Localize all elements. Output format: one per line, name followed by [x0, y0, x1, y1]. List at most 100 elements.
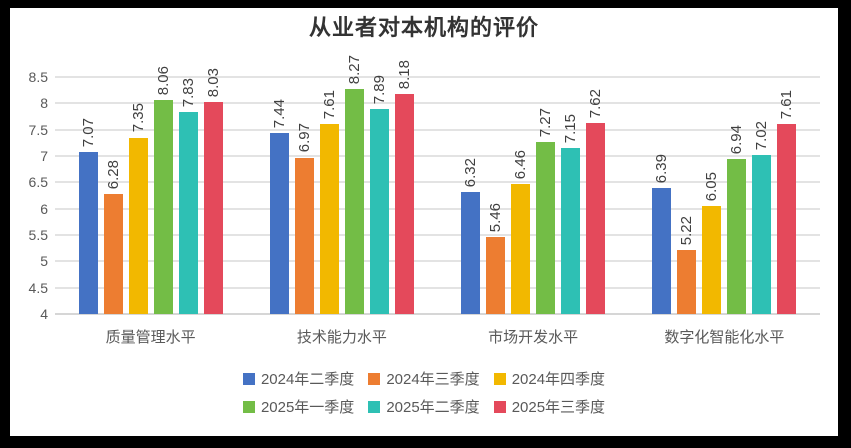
bar-group: 7.07 6.28 7.35 8.06 7.83 8.03 [55, 8, 246, 314]
bar-value-label: 7.61 [320, 89, 338, 119]
bar-value-label: 6.32 [462, 157, 480, 187]
bar-value-label: 8.06 [154, 65, 172, 96]
bar-value-label: 7.89 [370, 74, 388, 105]
legend-item: 2025年三季度 [493, 396, 606, 417]
legend-item: 2024年四季度 [493, 368, 606, 389]
bar-value-label: 7.07 [79, 118, 97, 148]
bar [153, 100, 173, 314]
bar [586, 123, 606, 314]
y-axis-tick-label: 7.5 [28, 121, 48, 138]
bar [294, 157, 314, 314]
bar [78, 152, 98, 314]
y-axis-tick-label: 6 [40, 200, 48, 217]
x-axis-category-label: 技术能力水平 [296, 329, 387, 346]
y-axis-tick-label: 7 [40, 148, 48, 164]
legend-swatch-icon [493, 372, 506, 385]
bar-value-label: 8.18 [395, 59, 413, 89]
plot-area: 4 4.5 5 5.5 6 6.5 7 7.5 8 8.5 7.07 6.28 7.35 8.06 7.8… [10, 8, 838, 436]
bar [319, 123, 339, 314]
bar-value-label: 7.15 [562, 113, 580, 144]
bar-group: 6.32 5.46 6.46 7.27 7.15 7.62 [438, 8, 629, 314]
bar [369, 109, 389, 314]
bar-value-label: 7.83 [179, 78, 197, 108]
legend-label: 2024年三季度 [386, 371, 480, 388]
bar-value-label: 8.27 [345, 54, 363, 85]
bar-value-label: 7.62 [587, 89, 605, 119]
legend-swatch-icon [242, 400, 255, 413]
gridline [55, 128, 820, 131]
bar-group: 6.39 5.22 6.05 6.94 7.02 7.61 [629, 8, 820, 314]
x-axis-category-label: 数字化智能化水平 [664, 329, 785, 346]
gridline [55, 76, 820, 78]
y-axis-tick-label: 4.5 [28, 279, 48, 296]
bar [777, 123, 797, 314]
x-axis-category-label: 市场开发水平 [488, 329, 579, 346]
bar [486, 237, 506, 314]
gridline [55, 286, 820, 289]
legend-label: 2025年三季度 [511, 399, 606, 416]
bar-value-label: 5.46 [487, 202, 505, 233]
bar-value-label: 6.94 [728, 124, 746, 155]
bar-value-label: 6.05 [703, 171, 721, 202]
chart-title: 从业者对本机构的评价 [308, 15, 539, 40]
bar [561, 148, 581, 314]
bar [677, 249, 697, 314]
gridline [55, 155, 820, 157]
y-axis-tick-label: 5.5 [28, 227, 48, 243]
gridline [55, 234, 820, 236]
legend-row: 2025年一季度 2025年二季度 2025年三季度 [242, 396, 606, 417]
gridline [55, 313, 820, 315]
bar [536, 141, 556, 314]
bar [344, 89, 364, 314]
y-axis-tick-label: 8 [40, 95, 48, 112]
bar [752, 154, 772, 314]
legend-item: 2025年二季度 [368, 396, 480, 417]
y-axis-tick-label: 5 [40, 253, 48, 270]
y-axis-tick-label: 6.5 [28, 174, 48, 191]
bar-value-label: 6.28 [104, 159, 122, 189]
bar [702, 206, 722, 314]
legend-label: 2024年二季度 [260, 371, 355, 388]
bar-value-label: 7.61 [778, 89, 796, 119]
bar [394, 93, 414, 314]
gridline [55, 207, 820, 210]
gridline [55, 102, 820, 105]
legend-item: 2024年二季度 [242, 368, 355, 389]
bar-value-label: 6.97 [295, 123, 313, 153]
bar-value-label: 7.27 [537, 107, 555, 137]
bar [511, 184, 531, 314]
bar [203, 101, 223, 314]
chart-area: 从业者对本机构的评价 4 4.5 5 5.5 6 6.5 7 7.5 8 8.5 7.07 6.28… [10, 8, 838, 436]
legend-swatch-icon [368, 400, 381, 413]
legend: 2024年二季度 2024年三季度 2024年四季度 2025年一季度 2025年二季度… [10, 368, 838, 417]
bar [269, 132, 289, 314]
legend-label: 2024年四季度 [511, 371, 606, 388]
bar [128, 137, 148, 314]
legend-row: 2024年二季度 2024年三季度 2024年四季度 [242, 368, 606, 389]
bar-value-label: 6.46 [512, 150, 530, 180]
bar-value-label: 7.44 [270, 98, 288, 128]
x-axis-category-label: 质量管理水平 [105, 329, 196, 346]
bar [727, 159, 747, 314]
legend-swatch-icon [493, 400, 506, 413]
y-axis-tick-label: 8.5 [28, 69, 48, 85]
bar-value-label: 7.02 [753, 120, 771, 150]
bar [652, 188, 672, 314]
legend-item: 2025年一季度 [242, 396, 355, 417]
legend-label: 2025年二季度 [386, 399, 480, 416]
legend-item: 2024年三季度 [368, 368, 480, 389]
legend-swatch-icon [368, 372, 381, 385]
bar [178, 112, 198, 314]
bar-value-label: 5.22 [678, 215, 696, 245]
bar-value-label: 6.39 [653, 153, 671, 184]
legend-label: 2025年一季度 [260, 399, 355, 416]
bar [461, 191, 481, 314]
y-axis-tick-label: 4 [40, 306, 48, 322]
bar-value-label: 7.35 [129, 103, 147, 133]
bar-value-label: 8.03 [204, 67, 222, 97]
legend-swatch-icon [242, 372, 255, 385]
bar-group: 7.44 6.97 7.61 8.27 7.89 8.18 [246, 8, 437, 314]
gridline [55, 181, 820, 184]
bar [103, 193, 123, 314]
gridline [55, 260, 820, 263]
